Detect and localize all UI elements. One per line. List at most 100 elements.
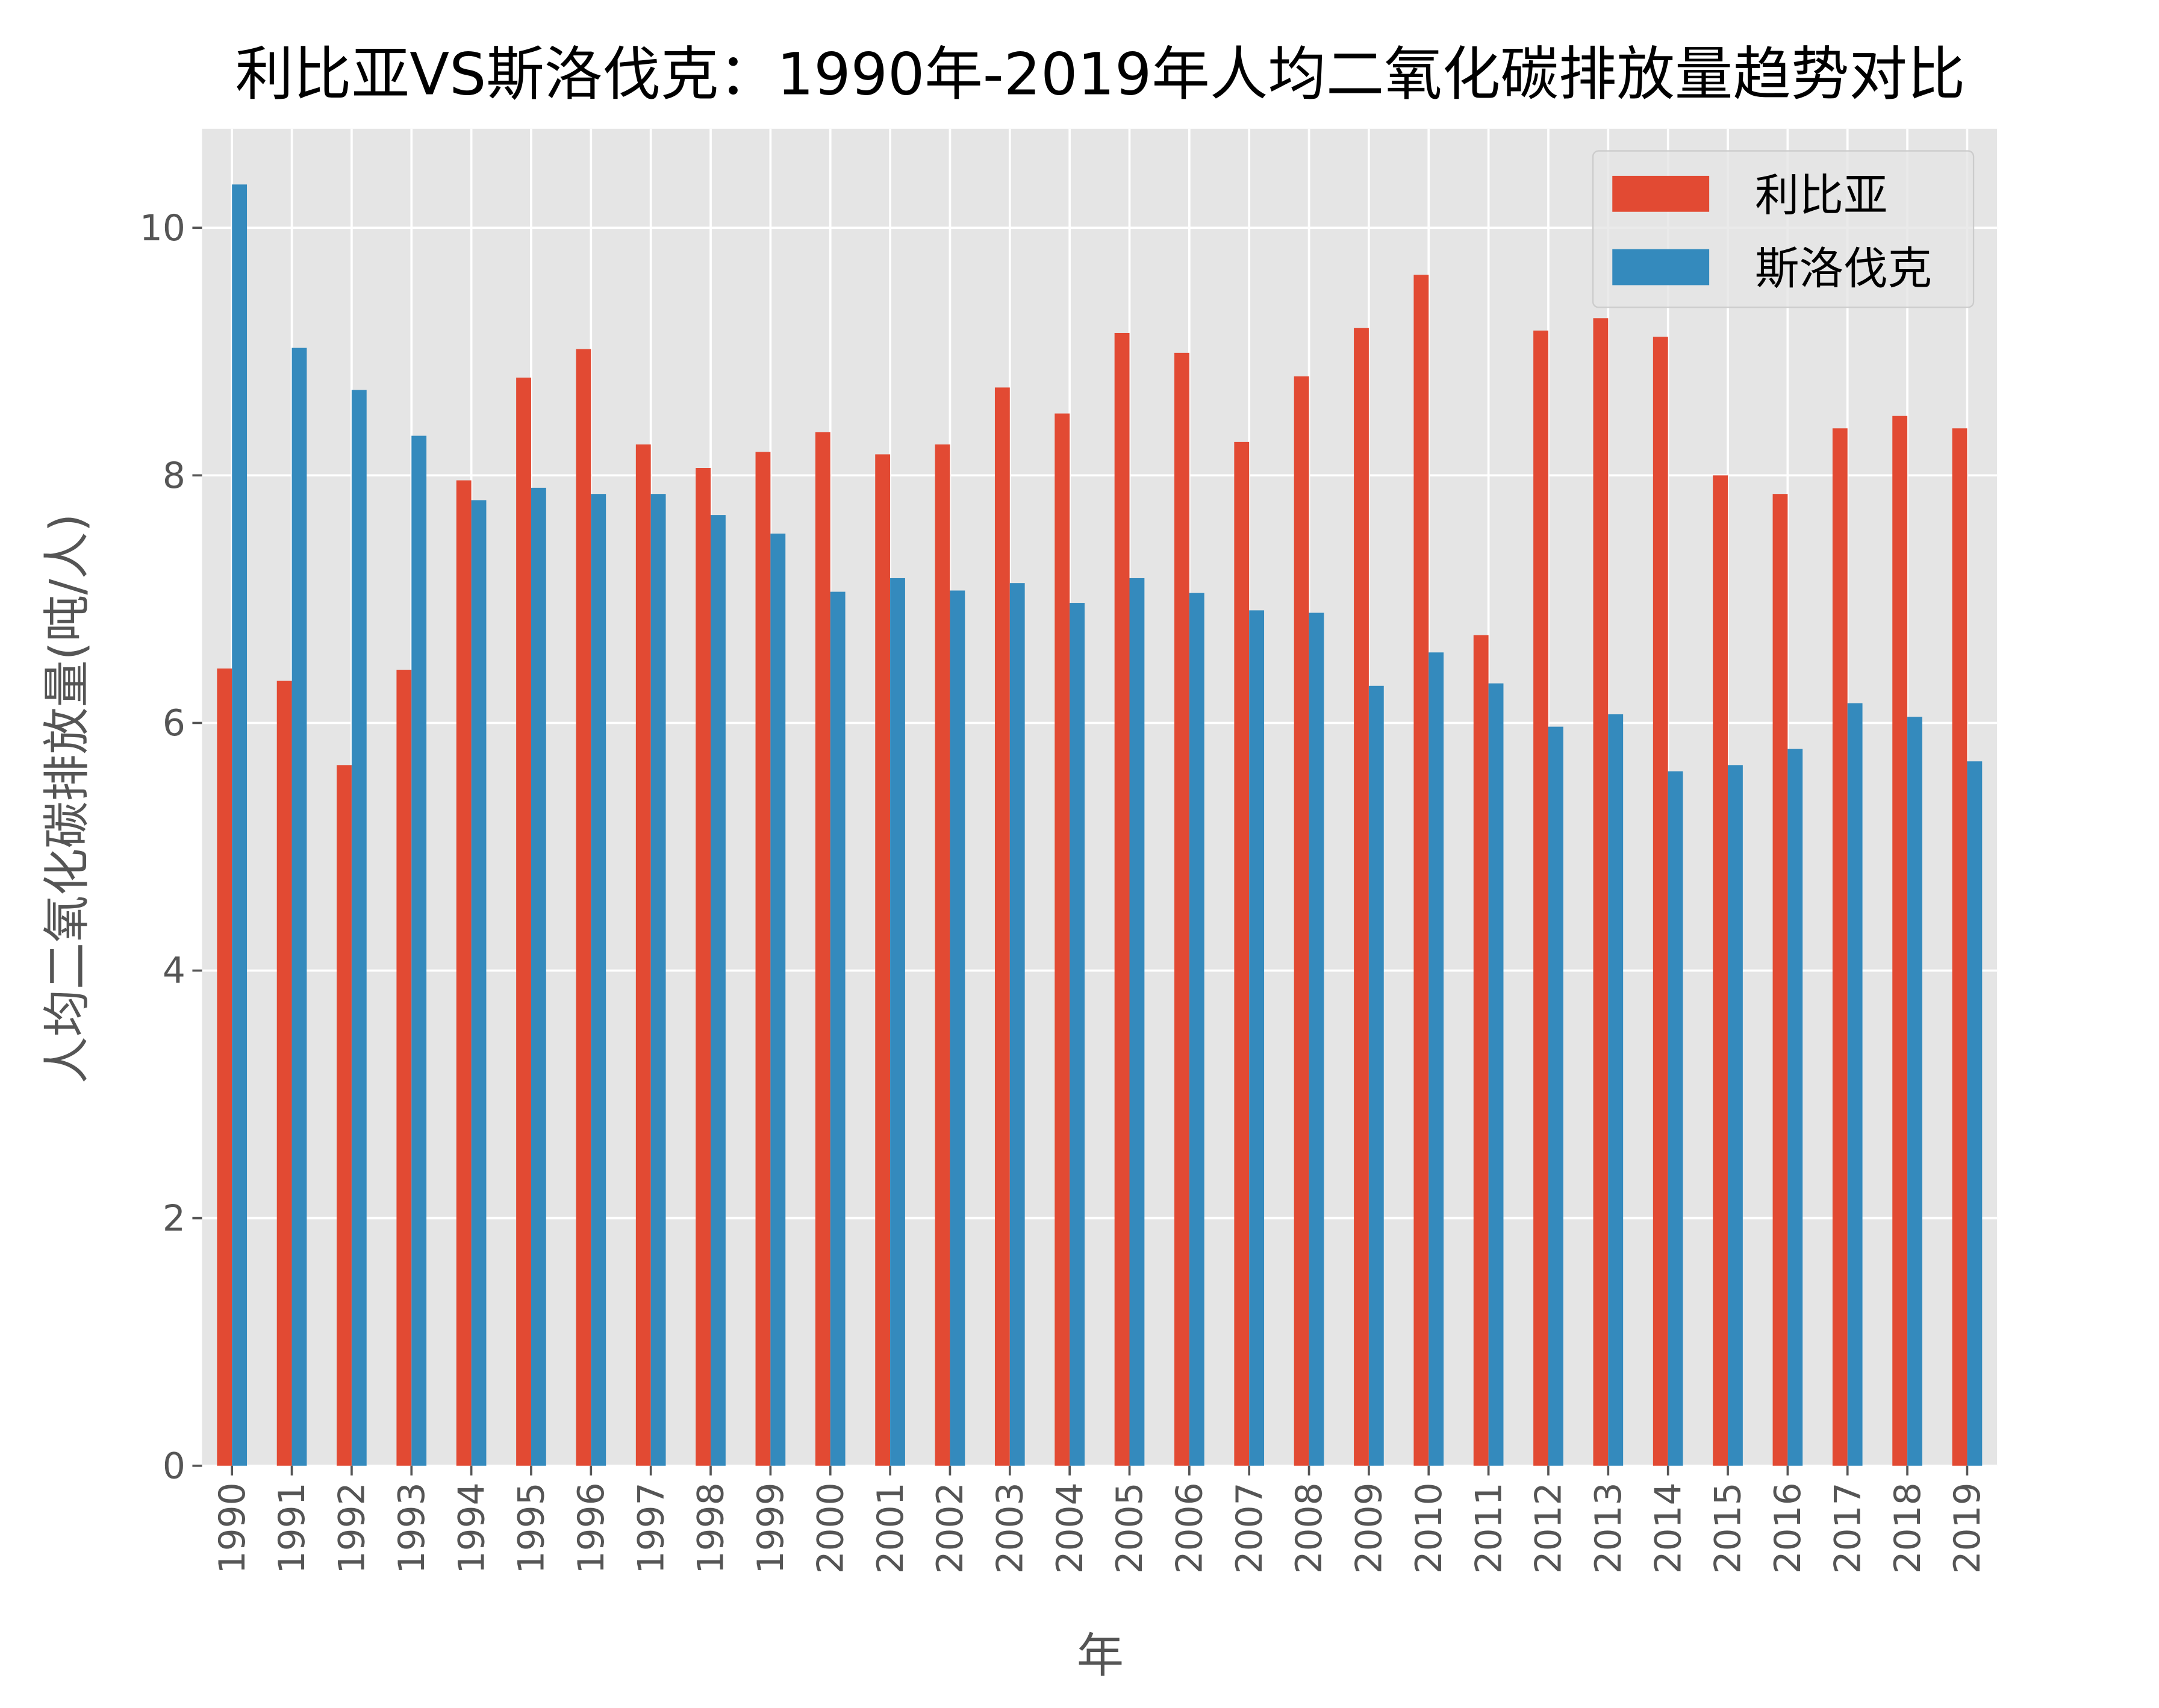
bar-slovakia-2015 bbox=[1728, 765, 1743, 1466]
x-tick-label: 2019 bbox=[1947, 1482, 1989, 1574]
x-tick-label: 2015 bbox=[1708, 1482, 1749, 1574]
bar-slovakia-1990 bbox=[232, 184, 248, 1466]
bar-slovakia-2005 bbox=[1129, 578, 1145, 1466]
x-tick-label: 2006 bbox=[1170, 1482, 1211, 1574]
bar-libya-1996 bbox=[576, 349, 591, 1466]
x-tick-label: 1999 bbox=[750, 1482, 792, 1574]
bar-libya-2017 bbox=[1832, 428, 1848, 1466]
bar-libya-2006 bbox=[1174, 352, 1189, 1466]
x-tick-label: 2002 bbox=[930, 1482, 971, 1574]
y-tick-label: 0 bbox=[163, 1445, 185, 1487]
bar-slovakia-2019 bbox=[1967, 761, 1983, 1466]
bar-slovakia-2011 bbox=[1488, 683, 1504, 1466]
bar-libya-2005 bbox=[1114, 332, 1130, 1466]
legend-swatch-slovakia bbox=[1612, 249, 1710, 285]
bar-libya-2004 bbox=[1055, 413, 1070, 1466]
x-tick-label: 1992 bbox=[332, 1482, 373, 1574]
x-tick-label: 2018 bbox=[1887, 1482, 1929, 1574]
bar-libya-2002 bbox=[935, 444, 950, 1466]
x-tick-label: 2007 bbox=[1229, 1482, 1271, 1574]
x-tick-label: 2014 bbox=[1648, 1482, 1689, 1574]
bar-slovakia-1999 bbox=[770, 533, 786, 1466]
bar-libya-1998 bbox=[696, 468, 711, 1466]
y-tick-label: 4 bbox=[163, 950, 185, 992]
bar-slovakia-1996 bbox=[591, 494, 606, 1466]
bar-slovakia-2008 bbox=[1309, 612, 1324, 1466]
bar-slovakia-2009 bbox=[1368, 685, 1384, 1466]
bar-slovakia-2002 bbox=[950, 590, 965, 1466]
x-tick-label: 2004 bbox=[1050, 1482, 1091, 1574]
bar-libya-2001 bbox=[875, 454, 891, 1466]
x-tick-label: 2012 bbox=[1528, 1482, 1570, 1574]
x-tick-label: 2009 bbox=[1349, 1482, 1391, 1574]
bar-libya-2018 bbox=[1892, 416, 1908, 1466]
x-tick-label: 2017 bbox=[1827, 1482, 1869, 1574]
x-tick-label: 2003 bbox=[989, 1482, 1031, 1574]
bar-libya-2007 bbox=[1234, 441, 1250, 1466]
bar-libya-1990 bbox=[217, 669, 232, 1466]
bar-libya-1997 bbox=[635, 444, 651, 1466]
bars bbox=[217, 184, 1983, 1466]
x-tick-label: 2016 bbox=[1768, 1482, 1809, 1574]
x-tick-label: 2008 bbox=[1289, 1482, 1330, 1574]
bar-slovakia-2016 bbox=[1787, 749, 1803, 1466]
y-tick-label: 10 bbox=[140, 208, 185, 249]
x-tick-label: 1994 bbox=[451, 1482, 493, 1574]
bar-libya-1992 bbox=[337, 765, 352, 1466]
bar-slovakia-2013 bbox=[1608, 714, 1624, 1466]
bar-slovakia-2012 bbox=[1548, 726, 1563, 1466]
plot-area bbox=[202, 128, 1998, 1466]
bar-slovakia-1994 bbox=[471, 500, 487, 1466]
chart-title: 利比亚VS斯洛伐克：1990年-2019年人均二氧化碳排放量趋势对比 bbox=[235, 40, 1966, 108]
bar-slovakia-2007 bbox=[1249, 610, 1265, 1466]
bar-slovakia-1993 bbox=[411, 435, 427, 1466]
bar-slovakia-2001 bbox=[890, 578, 905, 1466]
bar-libya-1994 bbox=[456, 480, 472, 1466]
bar-libya-1993 bbox=[396, 670, 412, 1466]
bar-libya-2011 bbox=[1473, 635, 1489, 1466]
bar-libya-2015 bbox=[1713, 475, 1728, 1466]
y-tick-label: 8 bbox=[163, 455, 185, 497]
x-tick-label: 1996 bbox=[571, 1482, 612, 1574]
x-tick-label: 2013 bbox=[1588, 1482, 1630, 1574]
legend-label-slovakia: 斯洛伐克 bbox=[1755, 243, 1932, 295]
bar-libya-2003 bbox=[994, 387, 1010, 1466]
x-tick-label: 1995 bbox=[511, 1482, 553, 1574]
bar-libya-2009 bbox=[1354, 328, 1369, 1466]
x-tick-label: 1997 bbox=[631, 1482, 672, 1574]
x-tick-label: 2010 bbox=[1409, 1482, 1450, 1574]
x-tick-label: 1998 bbox=[691, 1482, 732, 1574]
bar-libya-2016 bbox=[1772, 494, 1788, 1466]
bar-slovakia-1998 bbox=[711, 515, 726, 1466]
bar-slovakia-2018 bbox=[1907, 717, 1922, 1466]
bar-slovakia-2006 bbox=[1189, 593, 1204, 1466]
bar-libya-2014 bbox=[1653, 337, 1668, 1466]
x-tick-label: 2001 bbox=[870, 1482, 912, 1574]
legend: 利比亚 斯洛伐克 bbox=[1592, 150, 1975, 308]
bar-slovakia-2004 bbox=[1070, 603, 1085, 1466]
bar-slovakia-1997 bbox=[650, 494, 666, 1466]
y-axis-label: 人均二氧化碳排放量(吨/人) bbox=[40, 514, 95, 1084]
y-tick-label: 6 bbox=[163, 703, 185, 744]
bar-slovakia-2003 bbox=[1009, 583, 1025, 1466]
bar-libya-2010 bbox=[1413, 275, 1429, 1466]
bar-libya-1999 bbox=[755, 452, 771, 1466]
bar-libya-1991 bbox=[276, 681, 292, 1466]
bar-libya-2000 bbox=[815, 432, 830, 1466]
y-axis: 0 2 4 6 8 10 bbox=[140, 208, 202, 1487]
x-axis-label: 年 bbox=[1077, 1629, 1124, 1683]
bar-slovakia-1995 bbox=[531, 487, 546, 1466]
x-tick-label: 1991 bbox=[272, 1482, 313, 1574]
x-tick-label: 2005 bbox=[1109, 1482, 1151, 1574]
bar-libya-2008 bbox=[1294, 376, 1309, 1466]
x-tick-label: 1993 bbox=[391, 1482, 433, 1574]
x-tick-label: 2011 bbox=[1468, 1482, 1510, 1574]
y-tick-label: 2 bbox=[163, 1198, 185, 1239]
bar-slovakia-2000 bbox=[830, 591, 846, 1466]
x-tick-label: 2000 bbox=[810, 1482, 852, 1574]
bar-slovakia-1992 bbox=[351, 390, 367, 1466]
legend-swatch-libya bbox=[1612, 175, 1710, 212]
bar-slovakia-1991 bbox=[291, 348, 307, 1466]
x-axis: 1990 1991 1992 1993 1994 1995 1996 1997 1998 1999… bbox=[212, 1465, 1989, 1574]
x-tick-label: 1990 bbox=[212, 1482, 254, 1574]
